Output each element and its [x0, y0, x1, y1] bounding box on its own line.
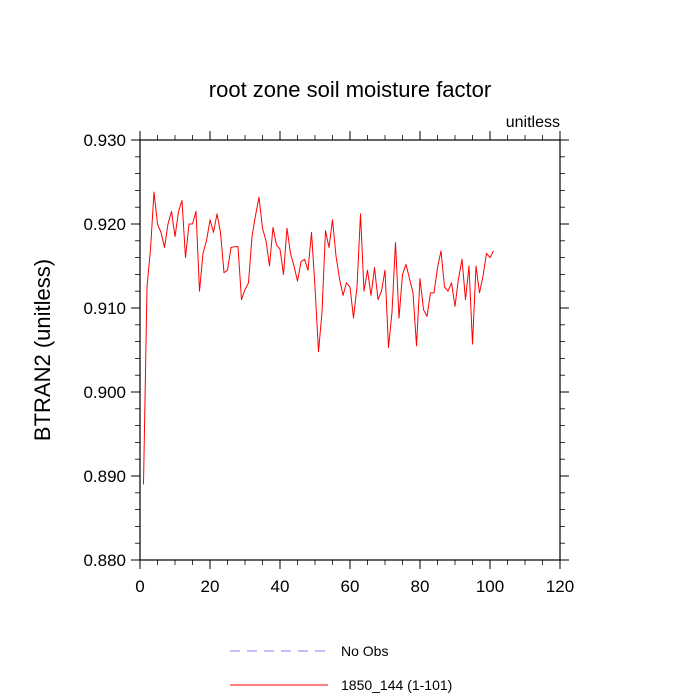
x-tick-label: 20	[201, 577, 220, 596]
legend: No Obs 1850_144 (1-101)	[230, 643, 452, 693]
y-axis-label: BTRAN2 (unitless)	[30, 259, 55, 441]
y-tick-label: 0.880	[83, 551, 126, 570]
x-tick-label: 120	[546, 577, 574, 596]
plot-area	[143, 191, 494, 485]
y-tick-label: 0.910	[83, 299, 126, 318]
chart-title: root zone soil moisture factor	[209, 77, 491, 102]
y-tick-label: 0.920	[83, 215, 126, 234]
legend-label: No Obs	[341, 643, 388, 659]
legend-label: 1850_144 (1-101)	[341, 677, 452, 693]
x-tick-label: 40	[271, 577, 290, 596]
x-tick-label: 0	[135, 577, 144, 596]
x-tick-label: 60	[341, 577, 360, 596]
plot-frame	[139, 139, 561, 561]
x-tick-label: 100	[476, 577, 504, 596]
axes: 0 20 40 60 80 100 120 0.880 0.890 0.900 0.910 0.920…	[83, 131, 574, 596]
units-label: unitless	[506, 114, 560, 131]
y-tick-label: 0.900	[83, 383, 126, 402]
series-line	[143, 191, 494, 485]
y-tick-label: 0.890	[83, 467, 126, 486]
y-tick-label: 0.930	[83, 131, 126, 150]
x-tick-label: 80	[411, 577, 430, 596]
